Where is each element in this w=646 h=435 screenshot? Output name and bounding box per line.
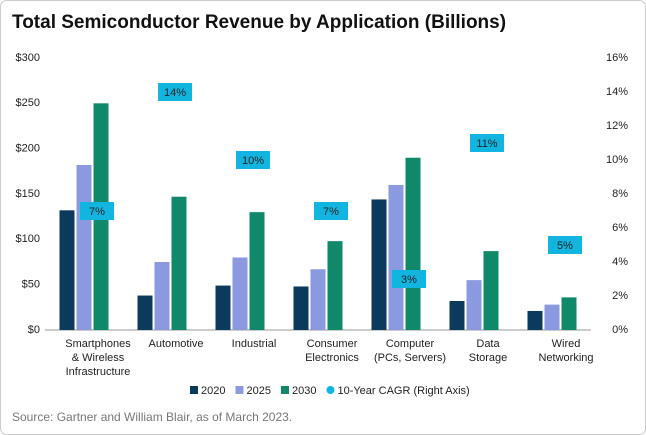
bar — [371, 199, 387, 330]
y2-tick-label: 10% — [606, 154, 628, 166]
y-tick-label: $250 — [16, 97, 40, 109]
y-tick-label: $300 — [16, 52, 40, 64]
bar — [154, 262, 170, 330]
bar — [388, 184, 404, 330]
x-tick-label: Networking — [538, 352, 593, 364]
bar — [327, 241, 343, 330]
legend-label: 2030 — [292, 385, 316, 397]
bar — [466, 280, 482, 330]
legend-marker — [280, 386, 289, 394]
bar — [483, 251, 499, 330]
x-tick-label: Wired — [552, 338, 581, 350]
bar — [561, 297, 577, 330]
cagr-label: 7% — [80, 202, 114, 220]
bar — [171, 196, 187, 330]
cagr-marker — [470, 134, 504, 152]
x-tick-label: Computer — [386, 338, 435, 350]
data-label: 7% — [323, 206, 339, 218]
data-label: 14% — [164, 87, 186, 99]
cagr-label: 14% — [158, 83, 192, 101]
data-label: 11% — [476, 138, 497, 150]
x-tick-label: Automotive — [148, 338, 203, 350]
y-tick-label: $200 — [16, 143, 40, 155]
cagr-marker — [392, 270, 426, 288]
y2-tick-label: 4% — [612, 256, 628, 268]
y2-tick-label: 14% — [606, 86, 628, 98]
legend-marker — [235, 386, 244, 394]
data-label: 5% — [557, 240, 573, 252]
legend-label: 2020 — [201, 385, 225, 397]
data-label: 3% — [401, 274, 417, 286]
cagr-marker — [314, 202, 348, 220]
bar — [215, 285, 231, 330]
x-tick-label: Industrial — [232, 338, 277, 350]
y2-tick-label: 0% — [612, 324, 628, 336]
cagr-label: 7% — [314, 202, 348, 220]
cagr-marker — [158, 83, 192, 101]
cagr-label: 3% — [392, 270, 426, 288]
legend-label: 10-Year CAGR (Right Axis) — [337, 385, 469, 397]
y2-tick-label: 6% — [612, 222, 628, 234]
y2-tick-label: 12% — [606, 120, 628, 132]
cagr-label: 11% — [470, 134, 504, 152]
x-tick-label: Infrastructure — [66, 366, 131, 378]
cagr-label: 5% — [548, 236, 582, 254]
x-tick-label: (PCs, Servers) — [374, 352, 446, 364]
cagr-marker — [80, 202, 114, 220]
bar — [249, 212, 265, 330]
bar — [310, 269, 326, 330]
x-tick-label: Consumer — [307, 338, 358, 350]
cagr-marker — [236, 151, 270, 169]
bar — [527, 310, 543, 330]
bar — [544, 304, 560, 330]
legend-label: 2025 — [246, 385, 270, 397]
bar — [59, 210, 75, 330]
cagr-label: 10% — [236, 151, 270, 169]
bar — [405, 157, 421, 330]
y2-tick-label: 2% — [612, 290, 628, 302]
x-tick-label: & Wireless — [72, 352, 125, 364]
bar — [449, 300, 465, 330]
y2-tick-label: 16% — [606, 52, 628, 64]
legend-marker — [326, 386, 335, 394]
chart-title: Total Semiconductor Revenue by Applicati… — [12, 12, 506, 33]
legend-marker — [190, 386, 198, 394]
bar — [293, 286, 309, 330]
data-label: 10% — [242, 155, 264, 167]
bar — [76, 164, 92, 330]
x-tick-label: Storage — [469, 352, 508, 364]
x-tick-label: Smartphones — [65, 338, 131, 350]
data-label: 7% — [89, 206, 105, 218]
y-tick-label: $150 — [16, 188, 40, 200]
x-tick-label: Electronics — [305, 352, 359, 364]
bar — [137, 295, 153, 330]
source: Source: Gartner and William Blair, as of… — [12, 410, 292, 424]
y-tick-label: $50 — [22, 279, 40, 291]
y2-tick-label: 8% — [612, 188, 628, 200]
cagr-marker — [548, 236, 582, 254]
y-tick-label: $100 — [16, 233, 40, 245]
y-tick-label: $0 — [28, 324, 40, 336]
x-tick-label: Data — [476, 338, 500, 350]
bar — [232, 257, 248, 330]
